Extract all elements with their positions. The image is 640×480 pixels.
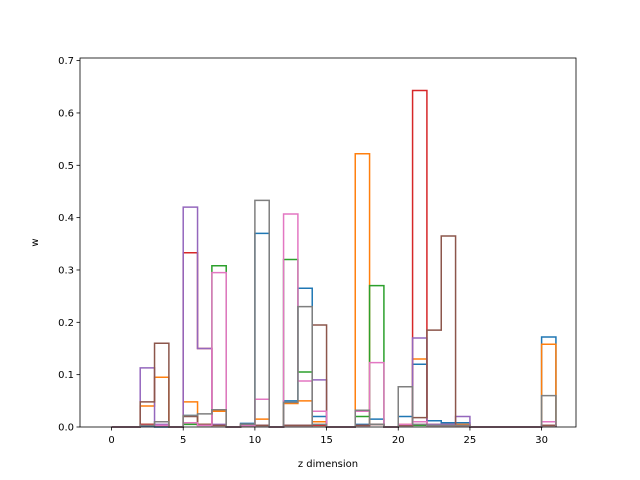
y-tick-label: 0.1	[58, 370, 74, 381]
y-tick-label: 0.2	[58, 318, 74, 329]
x-axis-title: z dimension	[298, 459, 358, 470]
y-tick-label: 0.5	[58, 161, 74, 172]
x-tick-label: 15	[320, 435, 333, 446]
y-tick-label: 0.3	[58, 265, 74, 276]
y-tick-label: 0.6	[58, 108, 74, 119]
x-tick-label: 25	[464, 435, 477, 446]
x-tick-label: 30	[535, 435, 548, 446]
y-axis-title: w	[30, 238, 41, 246]
y-axis-ticks: 0.0 0.1 0.2 0.3 0.4 0.5 0.6 0.7	[58, 56, 80, 434]
histogram-series-8	[111, 199, 557, 428]
y-tick-label: 0.7	[58, 56, 74, 67]
y-tick-label: 0.4	[58, 213, 74, 224]
y-tick-label: 0.0	[58, 423, 74, 434]
x-tick-label: 20	[392, 435, 405, 446]
x-axis-ticks: 0 5 10 15 20 25 30	[108, 427, 548, 446]
x-tick-label: 5	[180, 435, 186, 446]
plot-frame	[79, 57, 577, 428]
x-tick-label: 10	[249, 435, 262, 446]
x-tick-label: 0	[108, 435, 114, 446]
